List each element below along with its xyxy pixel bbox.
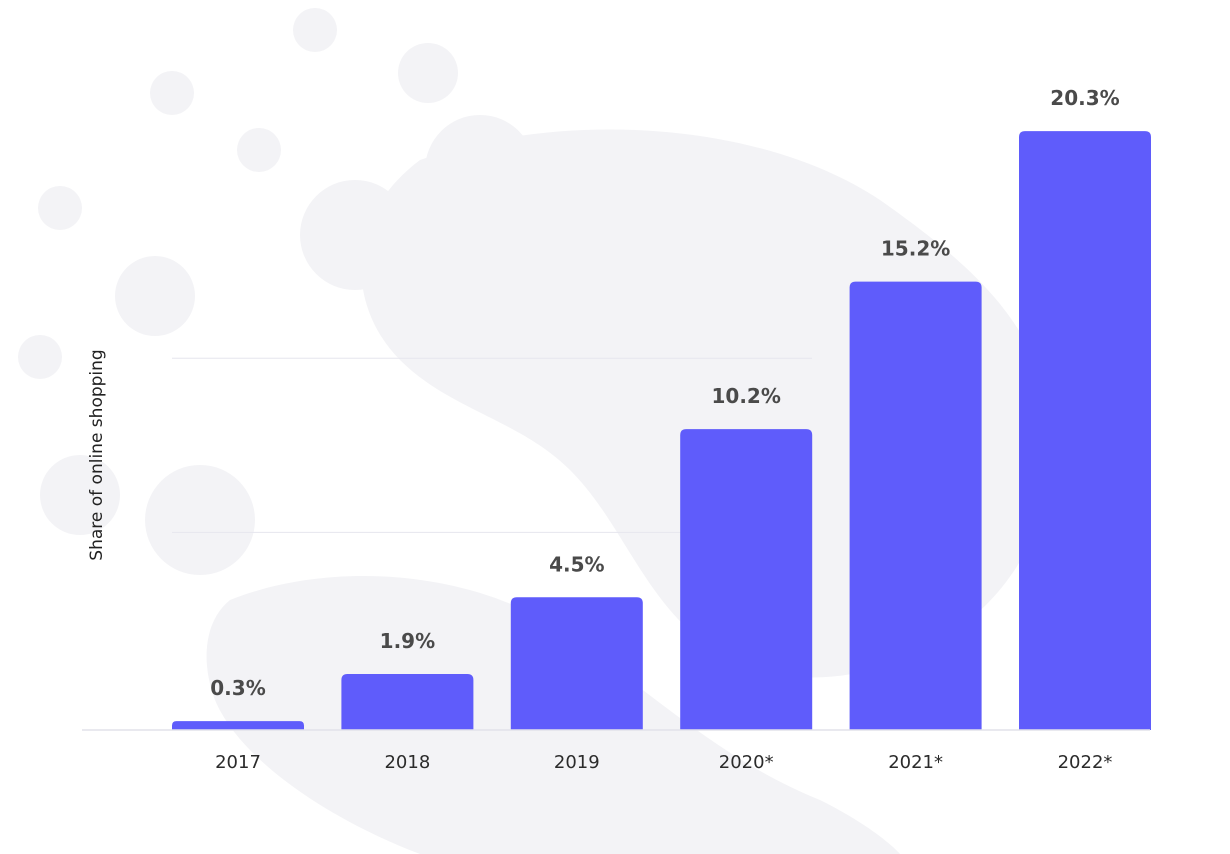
bar-2017[interactable]: [172, 721, 304, 730]
data-label: 4.5%: [549, 552, 604, 576]
x-tick-label: 2019: [554, 752, 600, 773]
data-label: 20.3%: [1050, 86, 1119, 110]
data-label: 15.2%: [881, 237, 950, 261]
x-tick-label: 2021*: [888, 752, 943, 773]
x-tick-label: 2018: [384, 752, 430, 773]
x-tick-label: 2022*: [1058, 752, 1113, 773]
bar-2020[interactable]: [680, 429, 813, 730]
bar-2019[interactable]: [510, 597, 643, 730]
x-axis-tick-labels: 2017 2018 2019 2020* 2021* 2022*: [215, 752, 1112, 773]
data-label: 1.9%: [380, 629, 435, 653]
bar-2021[interactable]: [849, 281, 982, 730]
bar-2022[interactable]: [1019, 131, 1151, 730]
x-tick-label: 2020*: [719, 752, 774, 773]
bar-2018[interactable]: [341, 673, 474, 730]
y-axis-title: Share of online shopping: [87, 349, 107, 560]
bars-group: [172, 131, 1151, 730]
data-label: 10.2%: [712, 384, 781, 408]
value-labels-group: 0.3% 1.9% 4.5% 10.2% 15.2% 20.3%: [210, 86, 1119, 700]
data-label: 0.3%: [210, 676, 265, 700]
x-tick-label: 2017: [215, 752, 261, 773]
